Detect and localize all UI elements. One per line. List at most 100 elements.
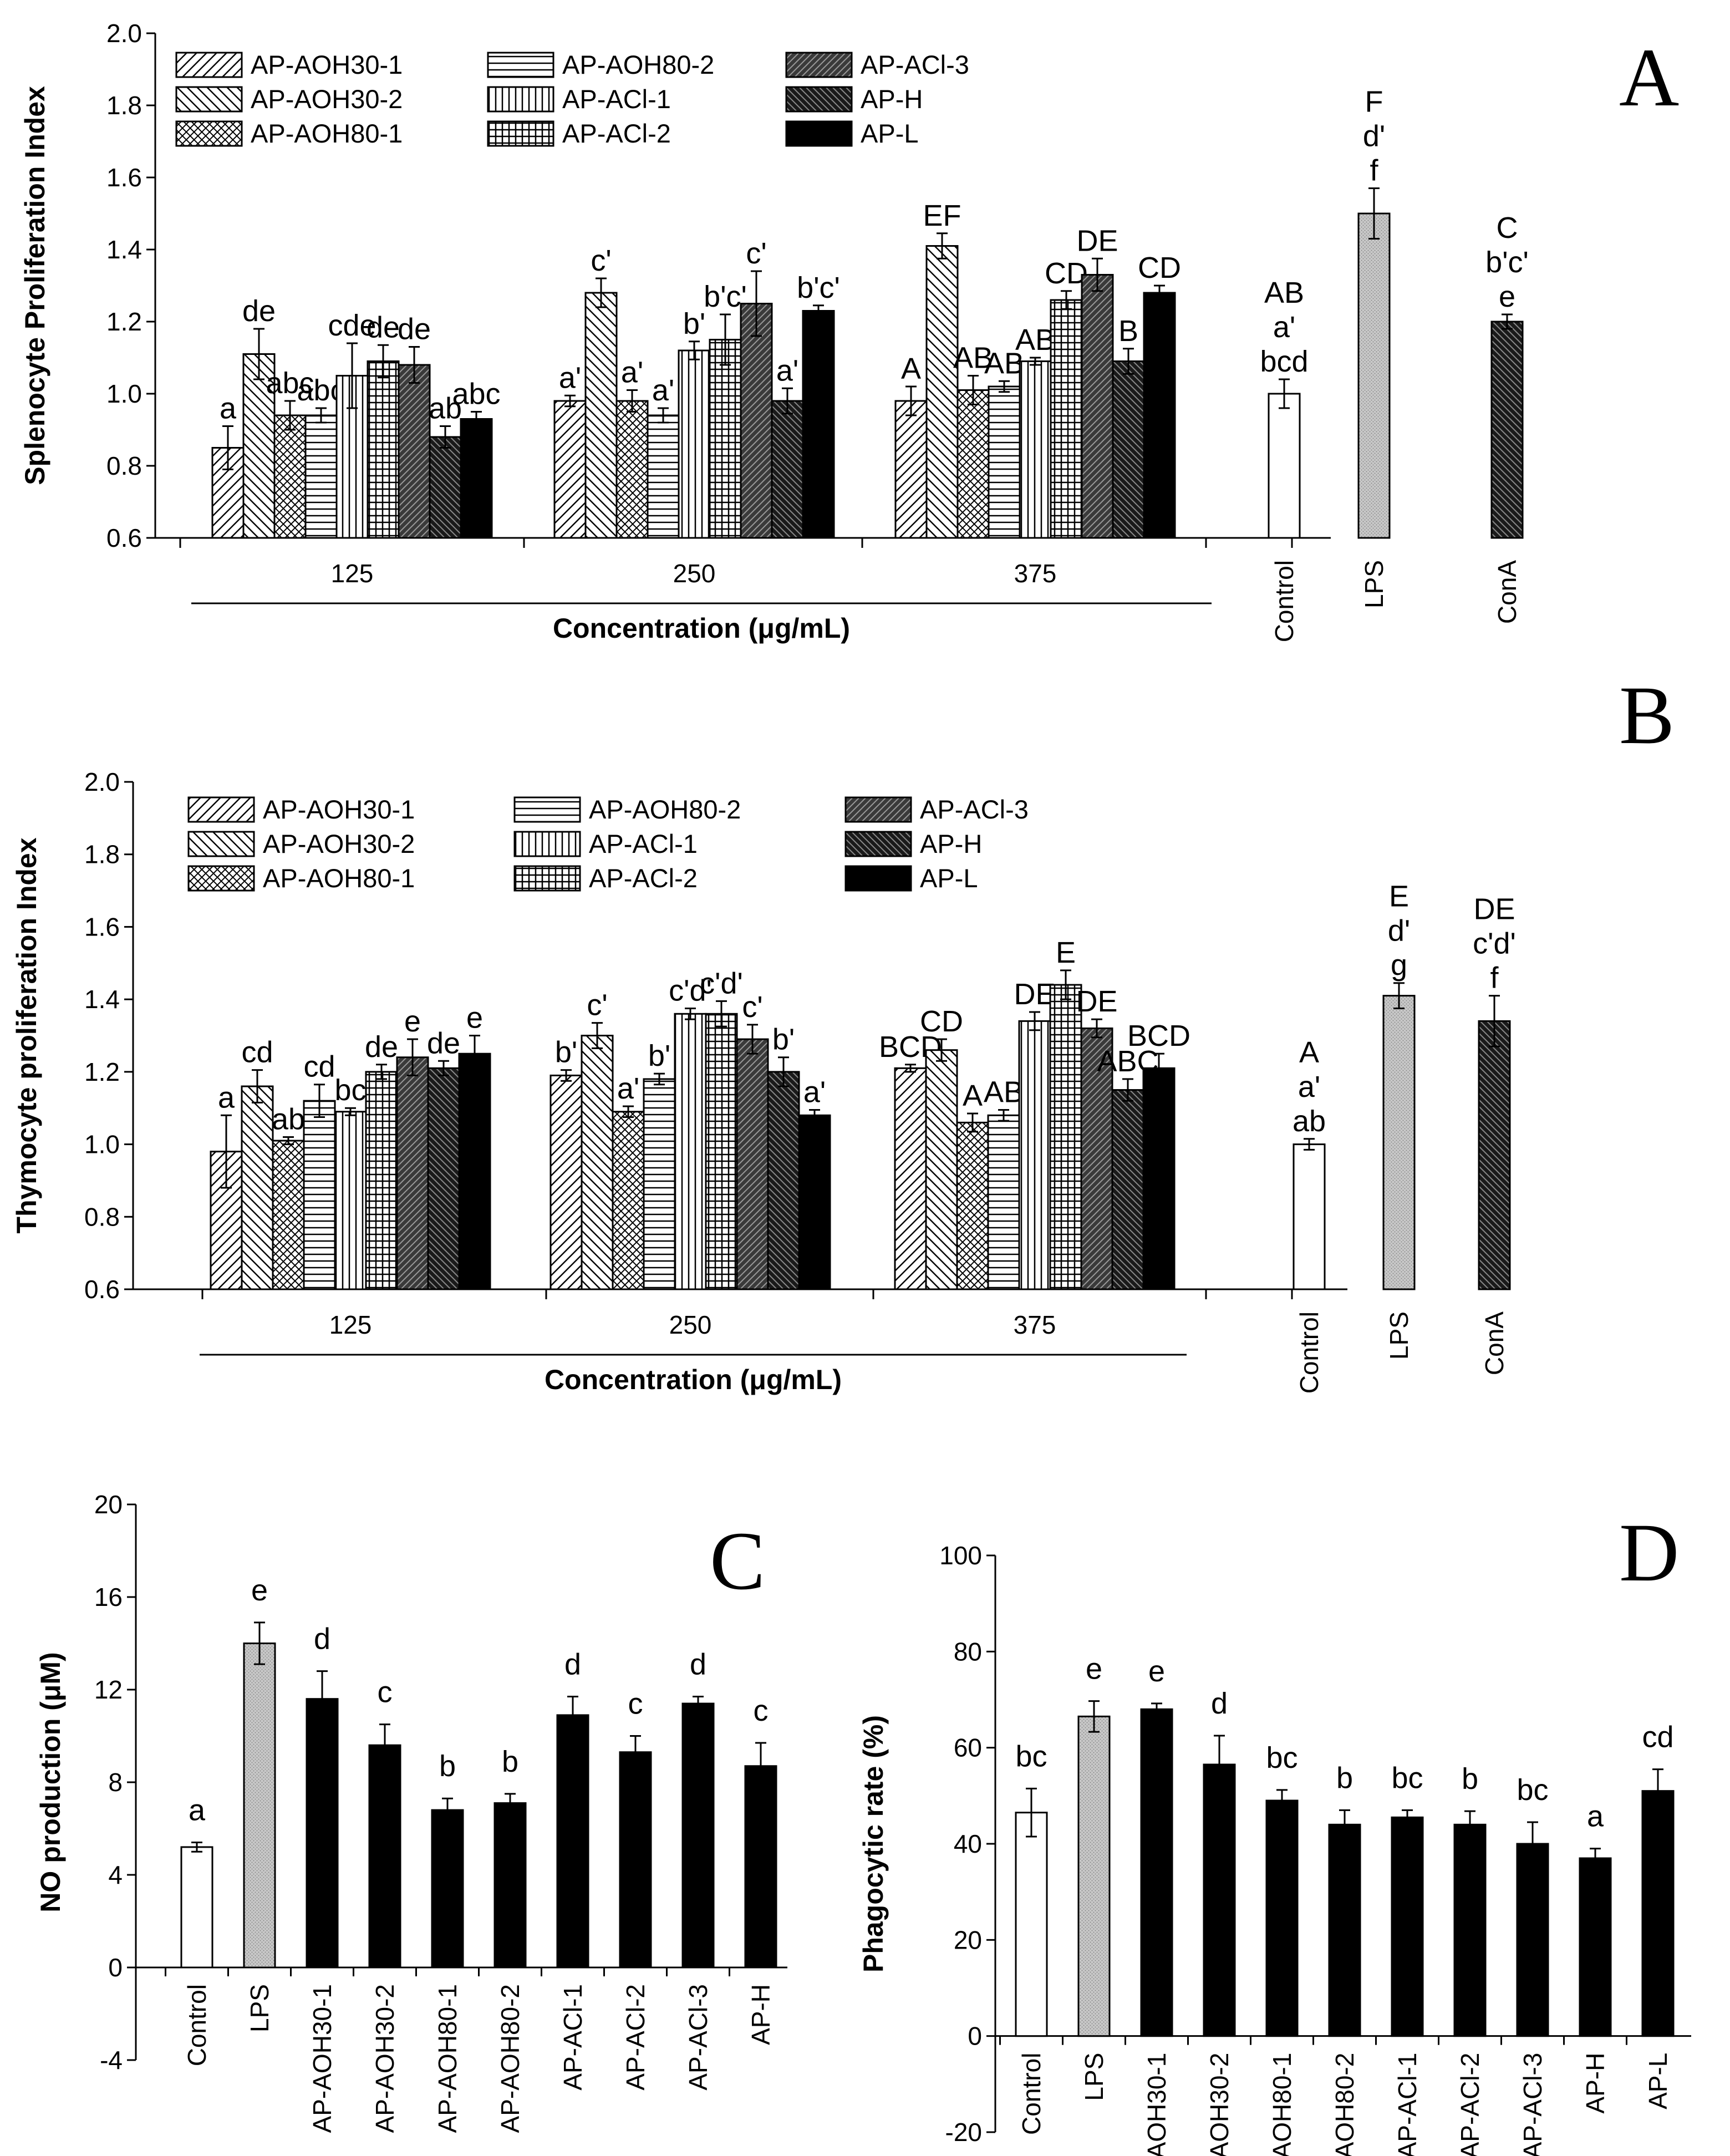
panel-a-y-tick-label: 1.8 xyxy=(106,91,142,120)
panel-b-legend-swatch xyxy=(187,831,255,857)
panel-a-y-tick-label: 0.6 xyxy=(106,523,142,552)
panel-a-bar-label: AB xyxy=(1015,323,1055,357)
panel-b-bar-label: e xyxy=(404,1005,421,1038)
panel-d-y-axis-title: Phagocytic rate (%) xyxy=(858,1715,889,1972)
panel-d-y-tick-label: -20 xyxy=(945,2118,982,2147)
panel-a-legend-swatch xyxy=(487,52,554,78)
panel-a-bar-errorbar xyxy=(1030,357,1041,366)
panel-b-bar-errorbar xyxy=(407,1038,418,1076)
panel-d-y-tick-label: 40 xyxy=(954,1829,982,1858)
panel-b-bar-label: CD xyxy=(920,1005,963,1038)
panel-c-bar-errorbar xyxy=(379,1723,390,1767)
panel-d-y-tick-label: 20 xyxy=(954,1925,982,1954)
panel-b-legend-label: AP-AOH80-2 xyxy=(589,795,741,824)
panel-a-legend-swatch xyxy=(175,86,243,113)
panel-d-category-label: AP-ACl-2 xyxy=(1456,2053,1484,2156)
panel-b-control-label: DE xyxy=(1473,893,1515,926)
panel-b-category-label: 375 xyxy=(1014,1310,1056,1339)
panel-a-bar xyxy=(678,349,711,539)
panel-b-bar xyxy=(736,1038,769,1290)
panel-d-bar xyxy=(1328,1823,1361,2037)
panel-a-control-name: Control xyxy=(1270,560,1299,642)
panel-b-control-label: A xyxy=(1299,1036,1319,1069)
panel-a-bar xyxy=(1081,274,1114,539)
panel-b-control-bar-errorbar xyxy=(1304,1138,1315,1151)
panel-b-legend-label: AP-L xyxy=(920,863,978,893)
panel-a-y-tick-label: 1.2 xyxy=(106,307,142,336)
panel-d-bar xyxy=(1140,1708,1173,2037)
panel-c-bar-errorbar xyxy=(567,1696,578,1735)
panel-b-bar-errorbar xyxy=(905,1064,916,1073)
panel-d-bar-label: e xyxy=(1086,1652,1102,1686)
panel-b-legend-label: AP-H xyxy=(920,829,982,858)
panel-a-legend-label: AP-AOH30-2 xyxy=(251,84,403,114)
panel-b-bar xyxy=(798,1114,831,1290)
panel-a-bar-label: abc xyxy=(452,378,500,411)
panel-a-bar-errorbar xyxy=(658,407,669,424)
panel-b-bar-errorbar xyxy=(1153,1052,1164,1084)
panel-a-control-label: a' xyxy=(1273,311,1295,344)
panel-c-y-tick-label: 12 xyxy=(94,1675,123,1704)
panel-d-y-tick-label: 0 xyxy=(968,2022,982,2051)
panel-a-control-bar xyxy=(1357,212,1391,539)
panel-a-bar-errorbar xyxy=(1092,257,1103,292)
panel-b-bar xyxy=(396,1056,429,1290)
panel-a-bar-label: de xyxy=(242,294,276,328)
panel-a-bar xyxy=(1143,292,1176,539)
panel-d-bar-label: bc xyxy=(1266,1741,1298,1774)
panel-b-legend-swatch xyxy=(187,865,255,892)
panel-d-category-label: LPS xyxy=(1080,2053,1108,2101)
panel-a-bar-errorbar xyxy=(813,304,824,317)
panel-b-bar-errorbar xyxy=(1029,1011,1040,1031)
panel-b-bar-label: de xyxy=(427,1026,460,1060)
panel-c-bar-label: c xyxy=(378,1676,393,1709)
panel-a-bar-label: B xyxy=(1118,314,1138,348)
panel-b-category-label: 250 xyxy=(669,1310,712,1339)
panel-d-bar-label: d xyxy=(1211,1687,1228,1720)
panel-b-bar-errorbar xyxy=(283,1136,294,1146)
panel-d-bar xyxy=(1015,1812,1048,2037)
panel-c-bar-errorbar xyxy=(442,1797,453,1823)
panel-b-bar-errorbar xyxy=(685,1007,696,1020)
panel-b-bar xyxy=(365,1071,398,1290)
panel-b-bar-label: c' xyxy=(587,989,607,1022)
panel-a-bar-errorbar xyxy=(222,425,233,470)
panel-d-bar xyxy=(1579,1857,1612,2037)
panel-c-category-label: AP-ACl-1 xyxy=(558,1984,587,2091)
panel-a-bar-errorbar xyxy=(905,385,917,416)
panel-b-legend-swatch xyxy=(844,865,912,892)
panel-b-bar-label: DE xyxy=(1014,978,1055,1011)
panel-d-category-label: AP-AOH30-1 xyxy=(1142,2053,1171,2156)
panel-d-y-tick-label: 100 xyxy=(939,1541,982,1570)
panel-b-bar xyxy=(1049,984,1082,1290)
panel-a-bar-label: EF xyxy=(923,199,961,232)
panel-b-bar xyxy=(612,1111,645,1290)
panel-a-bar-label: AB xyxy=(984,347,1024,380)
panel-b-bar-errorbar xyxy=(221,1114,232,1189)
panel-a-control-bar-errorbar xyxy=(1368,187,1380,240)
panel-a-control-label: d' xyxy=(1363,120,1385,153)
panel-a-control-label: b'c' xyxy=(1485,246,1529,279)
panel-b-legend-swatch xyxy=(187,796,255,823)
panel-b-control-label: f xyxy=(1490,962,1499,995)
panel-b-bar xyxy=(987,1114,1020,1290)
panel-a-bar-label: ab xyxy=(429,392,462,425)
panel-b-letter: B xyxy=(1619,669,1675,761)
panel-d-category-label: Control xyxy=(1017,2053,1046,2135)
panel-b-control-bar xyxy=(1478,1020,1511,1290)
panel-a-bar-label: A xyxy=(901,352,921,385)
panel-a-legend-swatch xyxy=(487,86,554,113)
panel-a-y-tick-label: 1.0 xyxy=(106,379,142,408)
panel-c-category-label: AP-ACl-3 xyxy=(684,1984,713,2091)
panel-b-bar-errorbar xyxy=(967,1112,978,1133)
panel-a-legend-swatch xyxy=(487,120,554,147)
panel-b-bar-errorbar xyxy=(592,1022,603,1049)
panel-b-x-axis-title: Concentration (μg/mL) xyxy=(545,1364,842,1395)
panel-a-bar xyxy=(956,389,990,539)
panel-a-bar-errorbar xyxy=(471,411,482,427)
panel-c-category-label: AP-AOH30-2 xyxy=(370,1984,399,2133)
panel-b-bar-label: de xyxy=(365,1030,398,1064)
panel-b-legend-label: AP-ACl-2 xyxy=(589,863,698,893)
panel-a-bar-errorbar xyxy=(1061,290,1072,310)
panel-c-bar xyxy=(619,1751,652,1969)
